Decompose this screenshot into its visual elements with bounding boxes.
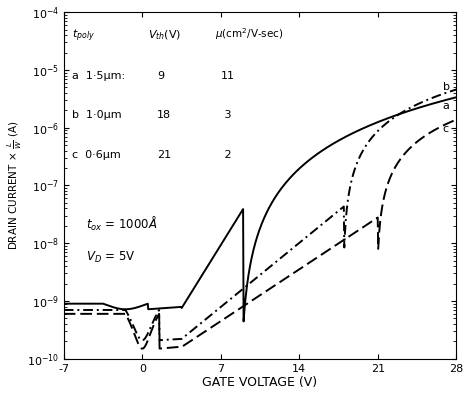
Text: c: c: [443, 124, 449, 134]
Text: $t_{poly}$: $t_{poly}$: [72, 28, 95, 44]
Text: 21: 21: [157, 150, 171, 160]
Text: $\mu$(cm$^2$/V-sec): $\mu$(cm$^2$/V-sec): [215, 27, 284, 43]
Text: $V_{th}$(V): $V_{th}$(V): [148, 29, 181, 42]
Text: $t_{ox}$ = 1000$\AA$: $t_{ox}$ = 1000$\AA$: [86, 214, 158, 233]
Y-axis label: DRAIN CURRENT × $\frac{L}{W}$ (A): DRAIN CURRENT × $\frac{L}{W}$ (A): [6, 121, 24, 250]
Text: c  0·6µm: c 0·6µm: [72, 150, 121, 160]
X-axis label: GATE VOLTAGE (V): GATE VOLTAGE (V): [203, 376, 318, 389]
Text: 9: 9: [157, 71, 164, 81]
Text: 2: 2: [221, 150, 231, 160]
Text: 18: 18: [157, 109, 171, 120]
Text: b  1·0µm: b 1·0µm: [72, 109, 121, 120]
Text: $V_D$ = 5V: $V_D$ = 5V: [86, 250, 136, 265]
Text: a  1·5µm:: a 1·5µm:: [72, 71, 125, 81]
Text: 11: 11: [221, 71, 235, 81]
Text: 3: 3: [221, 109, 231, 120]
Text: b: b: [443, 82, 450, 92]
Text: a: a: [443, 101, 450, 111]
